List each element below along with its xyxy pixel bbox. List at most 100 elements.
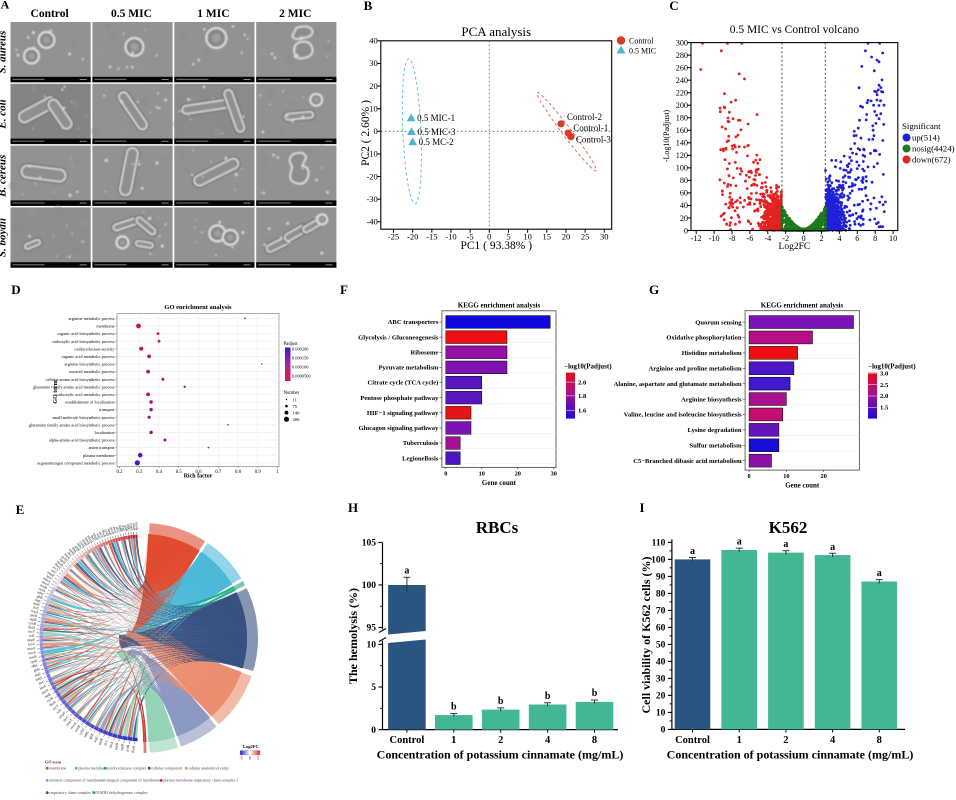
svg-text:leuA: leuA <box>39 684 47 691</box>
svg-text:lpxC: lpxC <box>90 534 97 542</box>
svg-text:10: 10 <box>479 470 485 477</box>
svg-text:S. aureus: S. aureus <box>0 31 9 74</box>
svg-text:murA: murA <box>86 535 94 544</box>
svg-text:cydA: cydA <box>78 540 86 549</box>
svg-text:organic acid metabolic process: organic acid metabolic process <box>61 354 114 359</box>
svg-text:10: 10 <box>783 473 789 480</box>
svg-text:0: 0 <box>444 470 447 477</box>
svg-text:secY: secY <box>52 565 60 573</box>
svg-text:2.0: 2.0 <box>578 379 587 386</box>
svg-text:PC2 ( 2.60% ): PC2 ( 2.60% ) <box>360 100 372 166</box>
svg-text:a: a <box>783 539 788 550</box>
svg-text:0.3: 0.3 <box>136 470 143 475</box>
svg-text:nuoB: nuoB <box>81 538 89 547</box>
svg-text:Control: Control <box>389 735 424 746</box>
svg-text:secY: secY <box>28 629 36 633</box>
svg-text:pyrD: pyrD <box>109 527 115 536</box>
svg-text:160: 160 <box>676 126 688 135</box>
svg-text:cyoB: cyoB <box>28 621 36 626</box>
svg-text:ABC transporters: ABC transporters <box>388 319 439 326</box>
svg-text:up(514): up(514) <box>912 133 940 143</box>
svg-text:fhuA: fhuA <box>101 529 107 538</box>
svg-text:GO term: GO term <box>53 380 59 403</box>
svg-text:−log10(Padjust): −log10(Padjust) <box>868 363 916 371</box>
svg-text:nuoB: nuoB <box>132 523 137 532</box>
svg-text:-Log10(Padjust): -Log10(Padjust) <box>662 109 671 162</box>
svg-text:PCA analysis: PCA analysis <box>461 24 531 39</box>
svg-text:105: 105 <box>362 539 377 549</box>
svg-text:0.2: 0.2 <box>117 470 124 475</box>
svg-text:40: 40 <box>680 201 688 210</box>
svg-text:ilvC: ilvC <box>33 605 41 611</box>
svg-text:PC1 ( 93.38% ): PC1 ( 93.38% ) <box>460 240 532 252</box>
svg-text:respiratory chain complex I: respiratory chain complex I <box>49 790 94 795</box>
svg-text:100: 100 <box>651 556 666 566</box>
svg-text:plasma membrane respiratory ch: plasma membrane respiratory chain comple… <box>163 778 238 783</box>
svg-text:C5−Branched dibasic acid metab: C5−Branched dibasic acid metabolism <box>633 458 742 465</box>
svg-text:10: 10 <box>367 641 377 651</box>
svg-text:leuA: leuA <box>108 741 114 749</box>
svg-text:0.0000500: 0.0000500 <box>292 374 311 379</box>
svg-text:tolC: tolC <box>56 707 64 714</box>
svg-text:2.0: 2.0 <box>880 393 889 400</box>
svg-text:40: 40 <box>656 658 666 668</box>
svg-text:pyrD: pyrD <box>114 742 120 750</box>
svg-text:ilvC: ilvC <box>66 551 73 559</box>
svg-text:cellular amino acid biosynthet: cellular amino acid biosynthetic process <box>46 377 115 382</box>
svg-text:5: 5 <box>506 232 510 242</box>
svg-text:Citrate cycle (TCA cycle): Citrate cycle (TCA cycle) <box>368 380 439 387</box>
svg-text:down(672): down(672) <box>912 155 951 165</box>
svg-text:metE: metE <box>35 676 43 682</box>
svg-text:a: a <box>830 542 835 553</box>
svg-text:Pyruvate metabolism: Pyruvate metabolism <box>379 365 439 372</box>
svg-text:6: 6 <box>855 234 859 243</box>
svg-text:cyoB: cyoB <box>125 744 130 752</box>
svg-text:1.5: 1.5 <box>880 405 889 412</box>
svg-text:80: 80 <box>680 176 688 185</box>
svg-text:HIF−1 signaling pathway: HIF−1 signaling pathway <box>367 410 439 417</box>
svg-text:organonitrogen compound metabo: organonitrogen compound metabolic proces… <box>37 460 115 465</box>
svg-text:60: 60 <box>656 624 666 634</box>
svg-text:0.9: 0.9 <box>255 470 262 475</box>
svg-text:sdhC: sdhC <box>37 590 46 597</box>
svg-text:Number: Number <box>284 391 300 396</box>
svg-text:Control: Control <box>31 8 69 20</box>
svg-text:0: 0 <box>371 726 376 736</box>
svg-text:H: H <box>348 500 358 515</box>
svg-text:80: 80 <box>656 590 666 600</box>
svg-text:plasma membrane: plasma membrane <box>78 766 107 771</box>
svg-text:4: 4 <box>830 735 836 746</box>
svg-text:0: 0 <box>684 226 688 235</box>
svg-text:10: 10 <box>889 234 897 243</box>
svg-text:20: 20 <box>515 470 521 477</box>
svg-text:100: 100 <box>676 164 688 173</box>
svg-text:alpha-amino acid biosynthetic: alpha-amino acid biosynthetic process <box>49 438 115 443</box>
svg-text:The hemolysis (%): The hemolysis (%) <box>346 588 360 684</box>
svg-text:transport: transport <box>99 407 115 412</box>
svg-text:argC: argC <box>121 525 126 533</box>
svg-text:-10: -10 <box>445 232 456 242</box>
svg-text:2.5: 2.5 <box>880 382 889 389</box>
svg-text:nuoB: nuoB <box>29 654 38 659</box>
svg-text:3.0: 3.0 <box>880 370 889 377</box>
svg-text:S. boydii: S. boydii <box>0 217 9 257</box>
svg-text:15: 15 <box>543 232 552 242</box>
svg-text:secY: secY <box>52 703 60 711</box>
svg-text:fhuA: fhuA <box>49 700 58 708</box>
svg-text:nuoA: nuoA <box>84 536 92 545</box>
svg-text:lpxC: lpxC <box>28 642 36 647</box>
svg-text:I: I <box>640 500 645 515</box>
svg-text:-4: -4 <box>764 234 771 243</box>
svg-text:ompF: ompF <box>46 570 55 578</box>
svg-text:0.4: 0.4 <box>156 470 163 475</box>
svg-text:Ribosome: Ribosome <box>411 349 439 356</box>
svg-text:nuoA: nuoA <box>28 650 37 655</box>
svg-text:10: 10 <box>523 232 532 242</box>
svg-text:carboxylic acid metabolic proc: carboxylic acid metabolic process <box>56 392 115 397</box>
svg-text:1.6: 1.6 <box>578 408 587 415</box>
svg-text:200: 200 <box>676 101 688 110</box>
svg-text:tolC: tolC <box>96 533 102 541</box>
svg-text:E: E <box>16 502 25 517</box>
svg-text:50: 50 <box>656 641 666 651</box>
svg-text:small molecule biosynthetic pr: small molecule biosynthetic process <box>52 415 114 420</box>
